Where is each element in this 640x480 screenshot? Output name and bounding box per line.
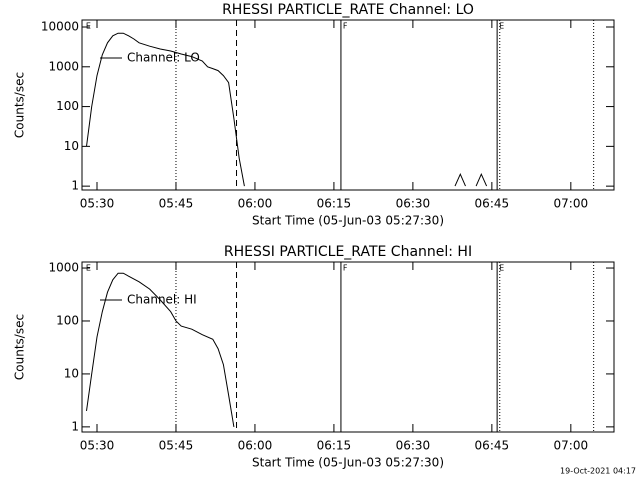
plot-frame (81, 261, 615, 433)
x-tick-label: 05:30 (80, 439, 115, 453)
y-tick-label: 10000 (41, 20, 79, 34)
x-tick-label: 06:45 (475, 197, 510, 211)
chart-title: RHESSI PARTICLE_RATE Channel: LO (222, 2, 474, 18)
y-tick-label: 100 (56, 313, 79, 327)
y-tick-label: 1000 (48, 59, 79, 73)
event-label: E (499, 264, 504, 273)
x-axis-label: Start Time (05-Jun-03 05:27:30) (252, 456, 444, 470)
x-tick-label: 06:15 (317, 197, 352, 211)
x-axis-label: Start Time (05-Jun-03 05:27:30) (252, 214, 444, 228)
event-label: E (86, 264, 91, 273)
x-tick-label: 05:45 (159, 439, 194, 453)
y-tick-label: 1000 (48, 261, 79, 275)
chart-title: RHESSI PARTICLE_RATE Channel: HI (224, 244, 472, 260)
y-axis-label: Counts/sec (13, 72, 27, 138)
footer: 19-Oct-2021 04:17 (560, 467, 636, 476)
x-tick-label: 05:45 (159, 197, 194, 211)
legend-label: Channel: LO (127, 51, 200, 65)
x-tick-label: 06:00 (238, 197, 273, 211)
event-label: F (343, 22, 348, 31)
x-tick-label: 06:30 (396, 439, 431, 453)
y-tick-label: 1 (71, 179, 79, 193)
event-label: F (343, 264, 348, 273)
plot-frame (81, 19, 615, 191)
x-tick-label: 07:00 (554, 197, 589, 211)
y-axis-label: Counts/sec (13, 314, 27, 380)
x-tick-label: 06:15 (317, 439, 352, 453)
x-tick-label: 06:30 (396, 197, 431, 211)
x-tick-label: 05:30 (80, 197, 115, 211)
y-tick-label: 10 (64, 139, 79, 153)
y-tick-label: 100 (56, 99, 79, 113)
x-tick-label: 07:00 (554, 439, 589, 453)
x-tick-label: 06:45 (475, 439, 510, 453)
y-tick-label: 10 (64, 366, 79, 380)
event-label: E (499, 22, 504, 31)
legend-label: Channel: HI (127, 293, 197, 307)
y-tick-label: 1 (71, 419, 79, 433)
x-tick-label: 06:00 (238, 439, 273, 453)
data-line (86, 32, 488, 187)
event-label: E (86, 22, 91, 31)
data-line (86, 272, 235, 427)
